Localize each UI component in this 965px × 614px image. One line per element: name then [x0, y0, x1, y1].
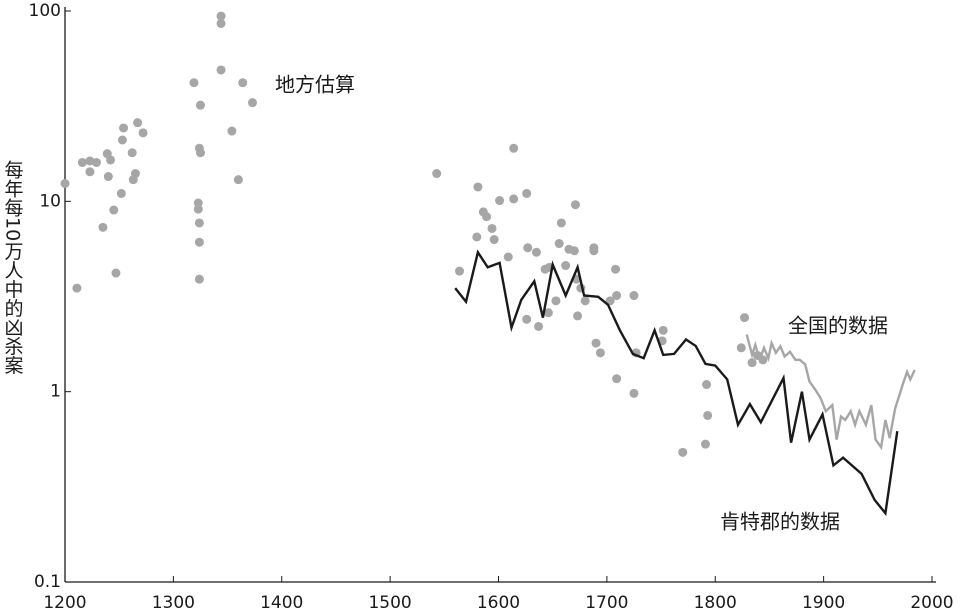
scatter-point: [195, 100, 205, 110]
scatter-point: [702, 380, 712, 390]
scatter-point: [432, 169, 442, 179]
scatter-point: [629, 388, 639, 398]
scatter-point: [194, 237, 204, 247]
scatter-point: [503, 252, 513, 262]
scatter-point: [109, 205, 119, 215]
scatter-point: [736, 343, 746, 353]
scatter-point: [454, 266, 464, 276]
x-tick-label: 1400: [260, 593, 303, 613]
scatter-point: [127, 148, 137, 158]
scatter-point: [591, 338, 601, 348]
scatter-point: [489, 235, 499, 245]
scatter-point: [216, 11, 226, 21]
scatter-point: [473, 182, 483, 192]
x-tick-label: 1600: [477, 593, 520, 613]
scatter-point: [77, 157, 87, 167]
scatter-point: [522, 188, 532, 198]
data-line: [745, 334, 916, 451]
scatter-point: [740, 313, 750, 323]
series-label: 肯特郡的数据: [720, 510, 840, 534]
scatter-point: [106, 155, 116, 165]
scatter-point: [605, 296, 615, 306]
scatter-point: [216, 18, 226, 28]
scatter-point: [487, 223, 497, 233]
scatter-point: [111, 268, 121, 278]
scatter-point: [472, 232, 482, 242]
scatter-point: [551, 296, 561, 306]
scatter-point: [193, 204, 203, 214]
y-tick-label: 100: [29, 1, 61, 21]
scatter-point: [194, 274, 204, 284]
scatter-point: [133, 118, 143, 128]
scatter-point: [194, 218, 204, 228]
scatter-point: [703, 410, 713, 420]
y-tick-label: 10: [39, 191, 61, 211]
scatter-point: [561, 261, 571, 271]
scatter-point: [522, 314, 532, 324]
scatter-point: [589, 243, 599, 253]
scatter-point: [85, 167, 95, 177]
scatter-point: [60, 179, 70, 189]
y-tick-label: 0.1: [34, 572, 61, 592]
series-label: 地方估算: [275, 73, 355, 97]
scatter-point: [678, 447, 688, 457]
scatter-point: [91, 157, 101, 167]
scatter-point: [611, 264, 621, 274]
scatter-point: [629, 291, 639, 301]
scatter-point: [189, 78, 199, 88]
scatter-point: [700, 439, 710, 449]
scatter-point: [523, 243, 533, 253]
x-tick-label: 1200: [43, 593, 86, 613]
scatter-point: [116, 188, 126, 198]
scatter-point: [509, 194, 519, 204]
data-line: [454, 249, 899, 517]
scatter-point: [103, 172, 113, 182]
scatter-point: [247, 98, 257, 108]
x-tick-label: 1500: [368, 593, 411, 613]
scatter-point: [119, 123, 129, 133]
scatter-point: [569, 246, 579, 256]
x-tick-label: 1900: [802, 593, 845, 613]
scatter-point: [658, 325, 668, 335]
scatter-point: [595, 348, 605, 358]
scatter-point: [509, 143, 519, 153]
scatter-point: [580, 296, 590, 306]
x-tick-label: 2000: [910, 593, 953, 613]
scatter-point: [138, 128, 148, 138]
scatter-point: [130, 169, 140, 179]
scatter-point: [612, 374, 622, 384]
y-axis-label: 每年每10万人中的凶杀案: [2, 160, 24, 374]
scatter-point: [543, 308, 553, 318]
scatter-point: [482, 212, 492, 222]
x-tick-label: 1800: [694, 593, 737, 613]
series-label: 全国的数据: [788, 314, 888, 338]
x-tick-label: 1300: [152, 593, 195, 613]
scatter-point: [495, 196, 505, 206]
scatter-point: [612, 291, 622, 301]
scatter-point: [216, 65, 226, 75]
scatter-point: [531, 247, 541, 257]
scatter-point: [98, 222, 108, 232]
scatter-point: [194, 143, 204, 153]
x-tick-label: 1700: [585, 593, 628, 613]
scatter-point: [117, 135, 127, 145]
scatter-point: [747, 358, 757, 368]
scatter-point: [556, 218, 566, 228]
scatter-point: [534, 321, 544, 331]
scatter-point: [72, 283, 82, 293]
scatter-point: [227, 126, 237, 136]
scatter-point: [233, 175, 243, 185]
scatter-point: [554, 239, 564, 249]
scatter-point: [573, 311, 583, 321]
y-tick-label: 1: [50, 382, 61, 402]
scatter-point: [238, 78, 248, 88]
scatter-point: [570, 200, 580, 210]
